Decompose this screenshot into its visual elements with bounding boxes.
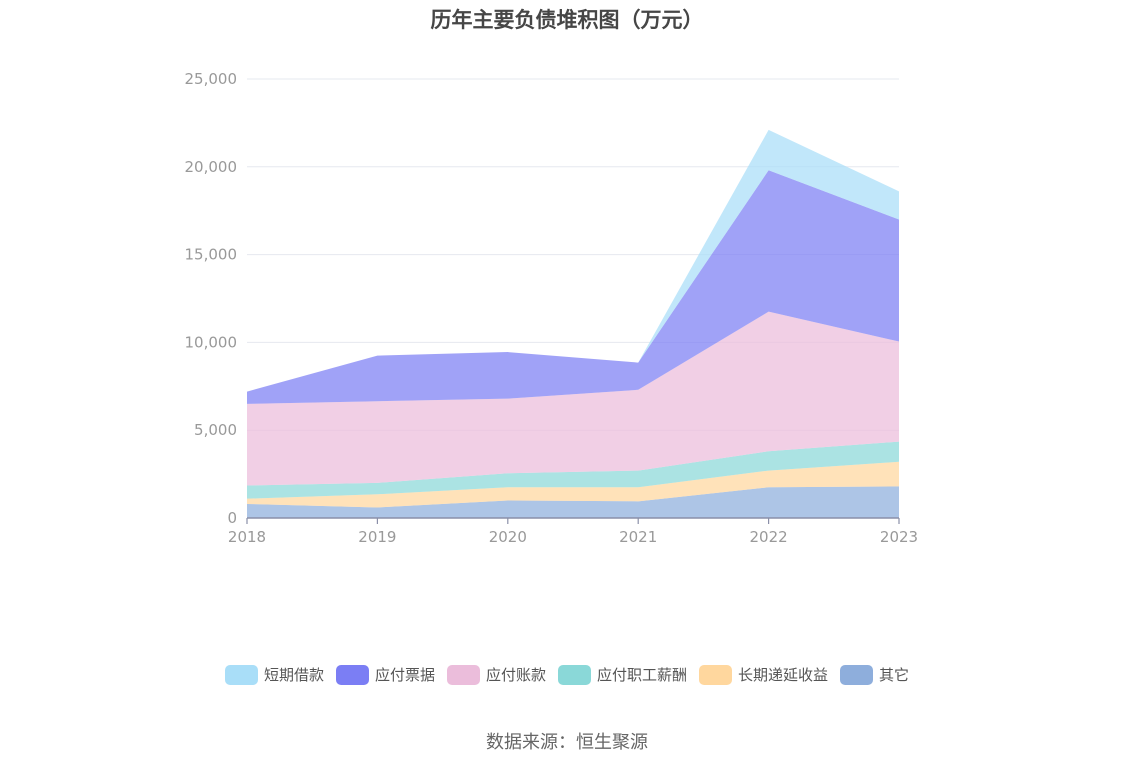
- legend-label: 应付票据: [374, 666, 435, 684]
- x-tick-label: 2021: [619, 528, 657, 546]
- area-series[interactable]: [247, 461, 899, 508]
- x-tick-label: 2020: [489, 528, 527, 546]
- legend-swatch: [335, 664, 369, 685]
- y-tick-label: 20,000: [185, 158, 238, 176]
- y-tick-label: 10,000: [185, 333, 238, 351]
- legend-item[interactable]: 应付票据: [335, 664, 435, 685]
- y-tick-label: 0: [227, 509, 237, 527]
- legend-swatch: [840, 664, 874, 685]
- legend-label: 短期借款: [263, 666, 324, 684]
- legend: 短期借款 应付票据 应付账款 应付职工薪酬 长期递延收益 其它: [0, 664, 1134, 685]
- legend-swatch: [446, 664, 480, 685]
- legend-swatch: [224, 664, 258, 685]
- x-tick-label: 2018: [228, 528, 266, 546]
- legend-item[interactable]: 应付账款: [446, 664, 546, 685]
- area-series[interactable]: [247, 170, 899, 404]
- area-series[interactable]: [247, 311, 899, 486]
- chart-title: 历年主要负债堆积图（万元）: [430, 8, 704, 32]
- area-series[interactable]: [247, 486, 899, 518]
- y-tick-label: 5,000: [194, 421, 237, 439]
- legend-swatch: [558, 664, 591, 685]
- legend-label: 应付职工薪酬: [597, 666, 688, 684]
- legend-item[interactable]: 短期借款: [224, 664, 324, 685]
- legend-item[interactable]: 应付职工薪酬: [558, 664, 687, 685]
- area-series-layer: [247, 129, 899, 518]
- legend-item[interactable]: 长期递延收益: [699, 664, 828, 685]
- axes: 0 5,000 10,000 15,000 20,000 25,000 2018 2019 20…: [185, 70, 919, 546]
- data-source: 数据来源：恒生聚源: [486, 732, 648, 753]
- y-tick-label: 25,000: [185, 70, 238, 88]
- x-tick-label: 2022: [750, 528, 788, 546]
- y-tick-label: 15,000: [185, 246, 238, 264]
- legend-label: 长期递延收益: [738, 666, 829, 684]
- area-series[interactable]: [247, 441, 899, 499]
- legend-swatch: [699, 664, 733, 685]
- legend-item[interactable]: 其它: [840, 664, 909, 685]
- area-series[interactable]: [247, 129, 899, 392]
- x-tick-label: 2019: [358, 528, 396, 546]
- legend-label: 其它: [879, 666, 910, 684]
- x-tick-label: 2023: [880, 528, 918, 546]
- legend-label: 应付账款: [485, 666, 546, 684]
